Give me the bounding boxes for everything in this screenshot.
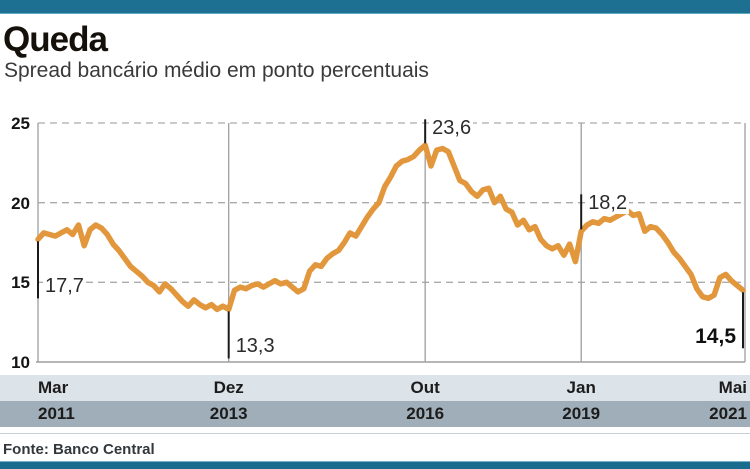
annotation-label-0: 17,7 [43, 275, 86, 298]
annotation-label-4: 14,5 [693, 325, 738, 349]
x-tick-year-2019: 2019 [562, 404, 601, 423]
x-axis-year-band: 2011 2013 2016 2019 2021 [0, 401, 750, 427]
top-accent-bar [0, 0, 750, 14]
chart-subtitle: Spread bancário médio em ponto percentua… [4, 59, 429, 82]
x-tick-year-2016: 2016 [406, 404, 445, 423]
bottom-accent-bar [0, 461, 750, 469]
spread-line-series [35, 142, 746, 313]
x-tick-year-2013: 2013 [209, 404, 248, 423]
chart-title: Queda [3, 20, 108, 59]
x-tick-month-Mar: Mar [38, 378, 69, 397]
x-tick-year-2011: 2011 [38, 404, 75, 423]
x-tick-month-Out: Out [410, 378, 440, 397]
y-tick-label-10: 10 [11, 353, 30, 372]
footer-divider [0, 433, 750, 434]
annotation-label-2: 23,6 [430, 117, 474, 140]
x-tick-month-Dez: Dez [213, 378, 244, 397]
x-tick-month-Mai: Mai [718, 378, 747, 397]
annotation-label-1: 13,3 [233, 335, 277, 358]
x-tick-year-2021: 2021 [709, 404, 747, 423]
source-note: Fonte: Banco Central [3, 441, 155, 458]
annotation-label-3: 18,2 [586, 192, 630, 215]
x-axis-month-band: Mar Dez Out Jan Mai [0, 375, 750, 401]
y-tick-label-15: 15 [11, 273, 30, 293]
y-tick-label-25: 25 [11, 114, 30, 133]
y-tick-label-20: 20 [11, 193, 30, 213]
x-tick-month-Jan: Jan [566, 378, 596, 397]
